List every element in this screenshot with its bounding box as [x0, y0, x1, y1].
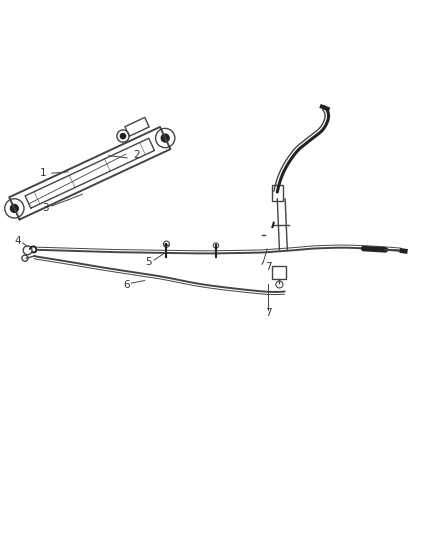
Circle shape: [161, 134, 169, 142]
Text: 5: 5: [145, 257, 152, 266]
Text: 7: 7: [265, 308, 272, 318]
Text: 4: 4: [14, 236, 21, 246]
Text: 2: 2: [134, 150, 140, 160]
Text: 7: 7: [265, 262, 272, 271]
Text: 3: 3: [42, 203, 49, 213]
Bar: [272, 185, 283, 201]
Circle shape: [120, 133, 126, 139]
Circle shape: [11, 205, 18, 212]
Text: 1: 1: [39, 168, 46, 178]
Text: 6: 6: [123, 280, 130, 290]
